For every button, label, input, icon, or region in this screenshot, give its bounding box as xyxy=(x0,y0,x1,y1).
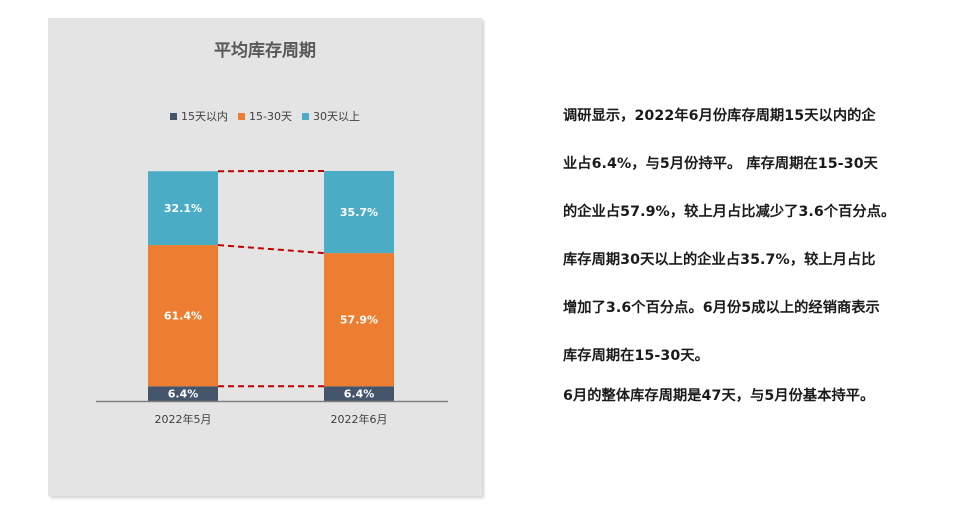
chart-title: 平均库存周期 xyxy=(214,41,316,61)
data-label: 61.4% xyxy=(164,310,202,323)
legend-label: 15天以内 xyxy=(181,110,229,123)
data-label: 32.1% xyxy=(164,202,202,215)
commentary-line: 业占6.4%，与5月份持平。 库存周期在15-30天 xyxy=(563,156,878,172)
data-label: 57.9% xyxy=(340,314,378,327)
commentary-line: 增加了3.6个百分点。6月份5成以上的经销商表示 xyxy=(563,300,880,316)
stacked-bar-plot: 6.4% 61.4% 32.1% 2022年5月 6.4% 57.9% 35.7% 2022年… xyxy=(96,170,448,426)
category-label: 2022年5月 xyxy=(155,412,212,426)
legend-swatch xyxy=(238,112,246,120)
bar-segment xyxy=(324,171,394,254)
commentary-line: 库存周期30天以上的企业占35.7%，较上月占比 xyxy=(563,252,876,268)
chart-legend: 15天以内 15-30天 30天以上 xyxy=(48,108,482,124)
bar-segment xyxy=(324,253,394,387)
commentary-line: 库存周期在15-30天。 xyxy=(563,348,709,364)
data-label: 6.4% xyxy=(168,388,199,401)
legend-item-under-15-days: 15天以内 xyxy=(170,108,228,124)
data-label: 35.7% xyxy=(340,206,378,219)
data-label: 6.4% xyxy=(344,388,375,401)
legend-swatch xyxy=(170,112,178,120)
bar-segment xyxy=(148,245,218,387)
bar-segment xyxy=(148,171,218,246)
legend-swatch xyxy=(301,112,309,120)
commentary-line: 6月的整体库存周期是47天，与5月份基本持平。 xyxy=(563,388,875,404)
legend-label: 30天以上 xyxy=(312,110,360,123)
commentary-line: 调研显示，2022年6月份库存周期15天以内的企 xyxy=(563,108,876,124)
bar-segment xyxy=(148,386,218,401)
commentary-text: 调研显示，2022年6月份库存周期15天以内的企 业占6.4%，与5月份持平。 … xyxy=(563,100,948,428)
series-connector-line xyxy=(217,244,325,255)
legend-item-15-30-days: 15-30天 xyxy=(238,108,292,124)
bar-segment xyxy=(324,386,394,401)
category-label: 2022年6月 xyxy=(331,412,388,426)
commentary-line: 的企业占57.9%，较上月占比减少了3.6个百分点。 xyxy=(563,204,896,220)
chart-panel: 平均库存周期 15天以内 15-30天 30天以上 6.4% 61.4% 32.1%… xyxy=(48,18,482,496)
legend-item-over-30-days: 30天以上 xyxy=(301,108,360,124)
legend-label: 15-30天 xyxy=(249,110,292,123)
